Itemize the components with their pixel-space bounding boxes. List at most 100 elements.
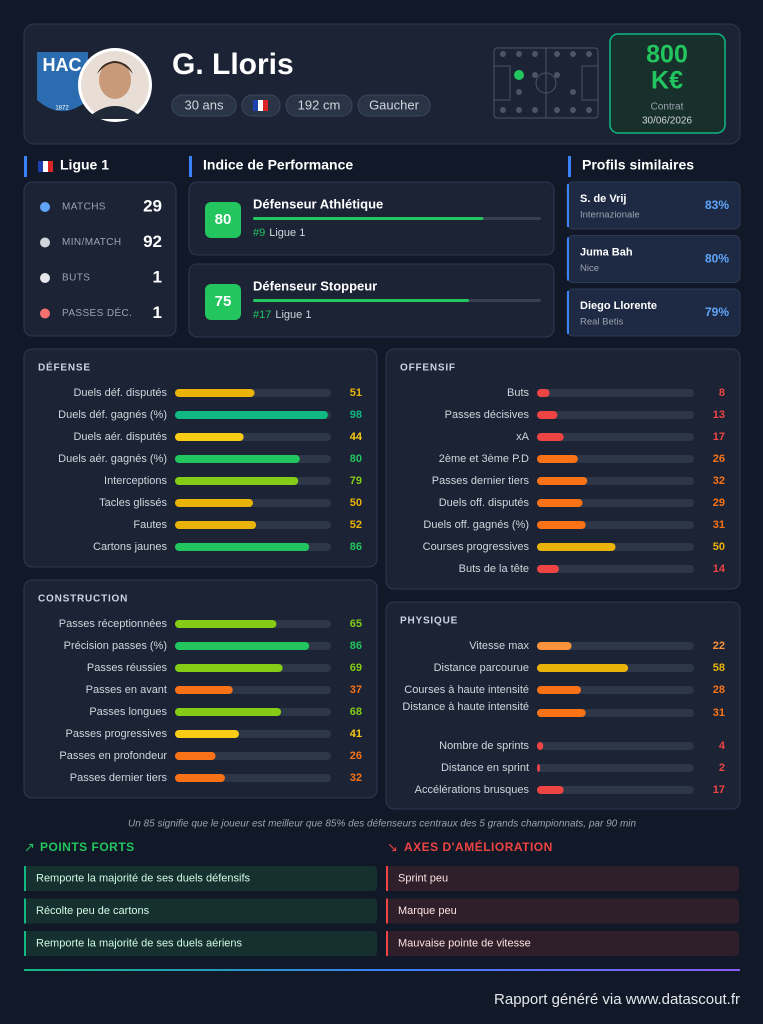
bar <box>175 664 283 672</box>
stat-value: 1 <box>153 267 162 286</box>
score: 80 <box>215 211 232 228</box>
stat-value: 86 <box>350 640 362 652</box>
player-name: G. Lloris <box>172 48 294 81</box>
bar <box>253 299 469 302</box>
bar <box>537 642 572 650</box>
bar <box>175 521 257 529</box>
bar <box>537 565 559 573</box>
stat-value: 32 <box>350 772 362 784</box>
similar-club: Internazionale <box>580 210 640 221</box>
stat-label: Passes décisives <box>445 409 530 421</box>
icon: ↗ <box>24 839 35 854</box>
stat-value: 92 <box>143 232 162 251</box>
bar <box>537 543 616 551</box>
stat-icon <box>40 237 50 248</box>
bar <box>253 217 484 220</box>
list-text: Sprint peu <box>398 872 448 884</box>
stat-value: 50 <box>713 541 725 553</box>
list-item <box>386 898 739 924</box>
stat-value: 13 <box>713 409 725 421</box>
list-accent <box>386 931 388 956</box>
bar <box>175 543 310 551</box>
bar <box>537 786 564 794</box>
flag-tag <box>241 94 281 117</box>
panel <box>385 601 741 810</box>
bar-track <box>537 786 694 794</box>
logo-text: HAC <box>43 55 82 75</box>
stat-value: 65 <box>350 618 362 630</box>
stat-label: Duels off. gagnés (%) <box>423 519 529 531</box>
logo-year: 1872 <box>55 106 69 112</box>
tag: 30 ans <box>171 94 237 117</box>
panel <box>385 348 741 590</box>
stat-label: PASSES DÉC. <box>62 306 132 319</box>
stat-label: Courses à haute intensité <box>404 684 529 696</box>
bar <box>537 499 583 507</box>
bar-track <box>537 389 694 397</box>
similar-accent <box>567 291 569 334</box>
bar <box>175 620 277 628</box>
stat-value: 2 <box>719 762 725 774</box>
divider <box>24 969 740 971</box>
stat-label: Duels déf. disputés <box>73 387 167 399</box>
list-accent <box>386 866 388 891</box>
similar-club: Real Betis <box>580 317 624 328</box>
stat-value: 17 <box>713 431 725 443</box>
bar <box>537 389 550 397</box>
stat-value: 4 <box>719 740 726 752</box>
stat-value: 50 <box>350 497 362 509</box>
bar <box>537 521 586 529</box>
stat-label: Passes réceptionnées <box>59 618 168 630</box>
rank-league: Ligue 1 <box>269 227 305 239</box>
stat-value: 44 <box>350 431 363 443</box>
stat-label: Vitesse max <box>469 640 529 652</box>
panel-title: PHYSIQUE <box>400 616 458 627</box>
tag: 192 cm <box>285 94 353 117</box>
stat-icon <box>40 308 50 319</box>
similar-match: 80% <box>705 252 729 266</box>
stat-label: Passes progressives <box>66 728 168 740</box>
stat-label: Interceptions <box>104 475 167 487</box>
bar <box>175 774 225 782</box>
list-item <box>24 866 377 891</box>
stat-label: Distance à haute intensité <box>402 701 529 713</box>
bar-track <box>537 433 694 441</box>
flag <box>38 161 53 172</box>
stat-label: Distance en sprint <box>441 762 529 774</box>
section-title: Indice de Performance <box>203 157 353 173</box>
bar <box>175 708 282 716</box>
bar <box>175 411 328 419</box>
score-badge <box>205 284 241 320</box>
tag-text: 30 ans <box>184 97 224 112</box>
stat-label: MATCHS <box>62 202 106 213</box>
value-unit: K€ <box>651 67 683 95</box>
bar <box>175 455 300 463</box>
stat-label: Passes réussies <box>87 662 168 674</box>
bar-track <box>537 565 694 573</box>
bar <box>537 764 541 772</box>
panel-title: OFFENSIF <box>400 363 456 374</box>
stat-value: 31 <box>713 519 725 531</box>
similar-match: 83% <box>705 198 729 212</box>
stat-value: 79 <box>350 475 362 487</box>
stat-value: 52 <box>350 519 362 531</box>
stat-value: 37 <box>350 684 362 696</box>
bar <box>175 433 244 441</box>
club-logo: HAC 1872 <box>37 52 88 112</box>
bar-track <box>537 764 694 772</box>
bar <box>537 455 578 463</box>
accent <box>189 156 192 177</box>
bar <box>537 686 581 694</box>
stat-label: Accélérations brusques <box>415 784 530 796</box>
stat-label: Courses progressives <box>423 541 530 553</box>
stat-label: Tacles glissés <box>99 497 167 509</box>
similar-accent <box>567 184 569 227</box>
stat-value: 58 <box>713 662 725 674</box>
league-card <box>23 181 177 337</box>
stat-label: Passes dernier tiers <box>70 772 168 784</box>
similar-name: S. de Vrij <box>580 193 626 205</box>
player-photo <box>78 48 152 122</box>
stat-label: Fautes <box>133 519 167 531</box>
stat-label: Passes dernier tiers <box>432 475 530 487</box>
